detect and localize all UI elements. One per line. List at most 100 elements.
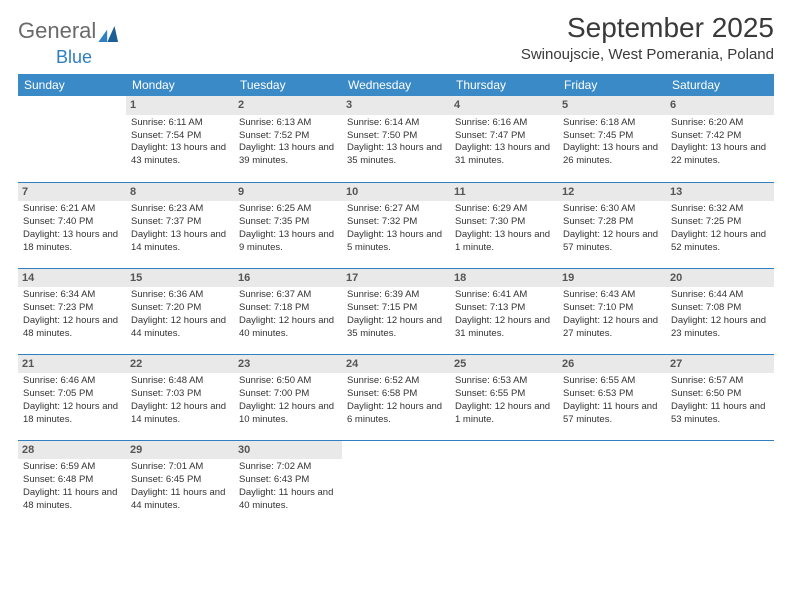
sunset-text: Sunset: 7:54 PM bbox=[131, 130, 229, 143]
sunrise-text: Sunrise: 6:43 AM bbox=[563, 289, 661, 302]
weekday-header: Thursday bbox=[450, 74, 558, 96]
sunset-text: Sunset: 7:50 PM bbox=[347, 130, 445, 143]
calendar-cell: 27Sunrise: 6:57 AMSunset: 6:50 PMDayligh… bbox=[666, 354, 774, 440]
daylight-text: Daylight: 13 hours and 39 minutes. bbox=[239, 142, 337, 168]
day-number: 25 bbox=[450, 355, 558, 374]
day-detail: Sunrise: 6:50 AMSunset: 7:00 PMDaylight:… bbox=[239, 375, 337, 426]
sunrise-text: Sunrise: 6:48 AM bbox=[131, 375, 229, 388]
day-detail: Sunrise: 6:55 AMSunset: 6:53 PMDaylight:… bbox=[563, 375, 661, 426]
daylight-text: Daylight: 11 hours and 57 minutes. bbox=[563, 401, 661, 427]
day-number: 27 bbox=[666, 355, 774, 374]
calendar-row: 1Sunrise: 6:11 AMSunset: 7:54 PMDaylight… bbox=[18, 96, 774, 182]
day-detail: Sunrise: 6:20 AMSunset: 7:42 PMDaylight:… bbox=[671, 117, 769, 168]
sunset-text: Sunset: 7:18 PM bbox=[239, 302, 337, 315]
title-block: September 2025 Swinoujscie, West Pomeran… bbox=[521, 12, 774, 63]
calendar-cell: 30Sunrise: 7:02 AMSunset: 6:43 PMDayligh… bbox=[234, 440, 342, 526]
daylight-text: Daylight: 13 hours and 9 minutes. bbox=[239, 229, 337, 255]
calendar-cell: 17Sunrise: 6:39 AMSunset: 7:15 PMDayligh… bbox=[342, 268, 450, 354]
logo: General bbox=[18, 12, 120, 44]
day-detail: Sunrise: 6:44 AMSunset: 7:08 PMDaylight:… bbox=[671, 289, 769, 340]
calendar-cell: 26Sunrise: 6:55 AMSunset: 6:53 PMDayligh… bbox=[558, 354, 666, 440]
daylight-text: Daylight: 11 hours and 48 minutes. bbox=[23, 487, 121, 513]
sunrise-text: Sunrise: 6:25 AM bbox=[239, 203, 337, 216]
daylight-text: Daylight: 13 hours and 5 minutes. bbox=[347, 229, 445, 255]
day-number: 13 bbox=[666, 183, 774, 202]
calendar-cell: 16Sunrise: 6:37 AMSunset: 7:18 PMDayligh… bbox=[234, 268, 342, 354]
sunrise-text: Sunrise: 6:13 AM bbox=[239, 117, 337, 130]
day-number: 22 bbox=[126, 355, 234, 374]
calendar-cell: 28Sunrise: 6:59 AMSunset: 6:48 PMDayligh… bbox=[18, 440, 126, 526]
calendar-cell: 19Sunrise: 6:43 AMSunset: 7:10 PMDayligh… bbox=[558, 268, 666, 354]
daylight-text: Daylight: 12 hours and 48 minutes. bbox=[23, 315, 121, 341]
sunset-text: Sunset: 7:15 PM bbox=[347, 302, 445, 315]
sunset-text: Sunset: 7:10 PM bbox=[563, 302, 661, 315]
sunrise-text: Sunrise: 6:20 AM bbox=[671, 117, 769, 130]
day-number: 11 bbox=[450, 183, 558, 202]
sunrise-text: Sunrise: 6:11 AM bbox=[131, 117, 229, 130]
sunset-text: Sunset: 7:47 PM bbox=[455, 130, 553, 143]
calendar-cell: 5Sunrise: 6:18 AMSunset: 7:45 PMDaylight… bbox=[558, 96, 666, 182]
sunset-text: Sunset: 7:13 PM bbox=[455, 302, 553, 315]
day-number: 14 bbox=[18, 269, 126, 288]
calendar-cell: 21Sunrise: 6:46 AMSunset: 7:05 PMDayligh… bbox=[18, 354, 126, 440]
day-number: 18 bbox=[450, 269, 558, 288]
day-detail: Sunrise: 6:57 AMSunset: 6:50 PMDaylight:… bbox=[671, 375, 769, 426]
calendar-cell bbox=[342, 440, 450, 526]
daylight-text: Daylight: 12 hours and 31 minutes. bbox=[455, 315, 553, 341]
sunrise-text: Sunrise: 6:27 AM bbox=[347, 203, 445, 216]
calendar-row: 14Sunrise: 6:34 AMSunset: 7:23 PMDayligh… bbox=[18, 268, 774, 354]
sunset-text: Sunset: 7:30 PM bbox=[455, 216, 553, 229]
sunset-text: Sunset: 7:28 PM bbox=[563, 216, 661, 229]
day-number: 28 bbox=[18, 441, 126, 460]
weekday-header: Tuesday bbox=[234, 74, 342, 96]
sunrise-text: Sunrise: 6:30 AM bbox=[563, 203, 661, 216]
calendar-cell: 25Sunrise: 6:53 AMSunset: 6:55 PMDayligh… bbox=[450, 354, 558, 440]
daylight-text: Daylight: 12 hours and 52 minutes. bbox=[671, 229, 769, 255]
daylight-text: Daylight: 13 hours and 43 minutes. bbox=[131, 142, 229, 168]
day-number: 7 bbox=[18, 183, 126, 202]
sunrise-text: Sunrise: 6:55 AM bbox=[563, 375, 661, 388]
day-detail: Sunrise: 6:34 AMSunset: 7:23 PMDaylight:… bbox=[23, 289, 121, 340]
sunrise-text: Sunrise: 6:16 AM bbox=[455, 117, 553, 130]
daylight-text: Daylight: 12 hours and 44 minutes. bbox=[131, 315, 229, 341]
sunrise-text: Sunrise: 6:59 AM bbox=[23, 461, 121, 474]
sunrise-text: Sunrise: 6:46 AM bbox=[23, 375, 121, 388]
day-number: 17 bbox=[342, 269, 450, 288]
day-detail: Sunrise: 6:43 AMSunset: 7:10 PMDaylight:… bbox=[563, 289, 661, 340]
day-number: 5 bbox=[558, 96, 666, 115]
calendar-cell: 12Sunrise: 6:30 AMSunset: 7:28 PMDayligh… bbox=[558, 182, 666, 268]
month-title: September 2025 bbox=[521, 12, 774, 44]
day-detail: Sunrise: 7:01 AMSunset: 6:45 PMDaylight:… bbox=[131, 461, 229, 512]
weekday-header-row: Sunday Monday Tuesday Wednesday Thursday… bbox=[18, 74, 774, 96]
day-number: 24 bbox=[342, 355, 450, 374]
daylight-text: Daylight: 13 hours and 22 minutes. bbox=[671, 142, 769, 168]
daylight-text: Daylight: 12 hours and 35 minutes. bbox=[347, 315, 445, 341]
day-number: 3 bbox=[342, 96, 450, 115]
day-detail: Sunrise: 6:14 AMSunset: 7:50 PMDaylight:… bbox=[347, 117, 445, 168]
day-detail: Sunrise: 6:13 AMSunset: 7:52 PMDaylight:… bbox=[239, 117, 337, 168]
calendar-cell: 20Sunrise: 6:44 AMSunset: 7:08 PMDayligh… bbox=[666, 268, 774, 354]
calendar-cell: 4Sunrise: 6:16 AMSunset: 7:47 PMDaylight… bbox=[450, 96, 558, 182]
sunset-text: Sunset: 7:08 PM bbox=[671, 302, 769, 315]
daylight-text: Daylight: 11 hours and 53 minutes. bbox=[671, 401, 769, 427]
day-number: 21 bbox=[18, 355, 126, 374]
calendar-cell: 11Sunrise: 6:29 AMSunset: 7:30 PMDayligh… bbox=[450, 182, 558, 268]
day-detail: Sunrise: 6:21 AMSunset: 7:40 PMDaylight:… bbox=[23, 203, 121, 254]
daylight-text: Daylight: 12 hours and 23 minutes. bbox=[671, 315, 769, 341]
day-detail: Sunrise: 6:11 AMSunset: 7:54 PMDaylight:… bbox=[131, 117, 229, 168]
weekday-header: Monday bbox=[126, 74, 234, 96]
day-number: 26 bbox=[558, 355, 666, 374]
day-detail: Sunrise: 6:53 AMSunset: 6:55 PMDaylight:… bbox=[455, 375, 553, 426]
sunrise-text: Sunrise: 6:53 AM bbox=[455, 375, 553, 388]
day-detail: Sunrise: 6:23 AMSunset: 7:37 PMDaylight:… bbox=[131, 203, 229, 254]
sunset-text: Sunset: 7:37 PM bbox=[131, 216, 229, 229]
sunset-text: Sunset: 6:53 PM bbox=[563, 388, 661, 401]
day-detail: Sunrise: 6:27 AMSunset: 7:32 PMDaylight:… bbox=[347, 203, 445, 254]
calendar-cell: 15Sunrise: 6:36 AMSunset: 7:20 PMDayligh… bbox=[126, 268, 234, 354]
sunset-text: Sunset: 7:40 PM bbox=[23, 216, 121, 229]
day-number: 19 bbox=[558, 269, 666, 288]
sunrise-text: Sunrise: 7:01 AM bbox=[131, 461, 229, 474]
day-number: 20 bbox=[666, 269, 774, 288]
day-detail: Sunrise: 6:32 AMSunset: 7:25 PMDaylight:… bbox=[671, 203, 769, 254]
sunset-text: Sunset: 7:52 PM bbox=[239, 130, 337, 143]
